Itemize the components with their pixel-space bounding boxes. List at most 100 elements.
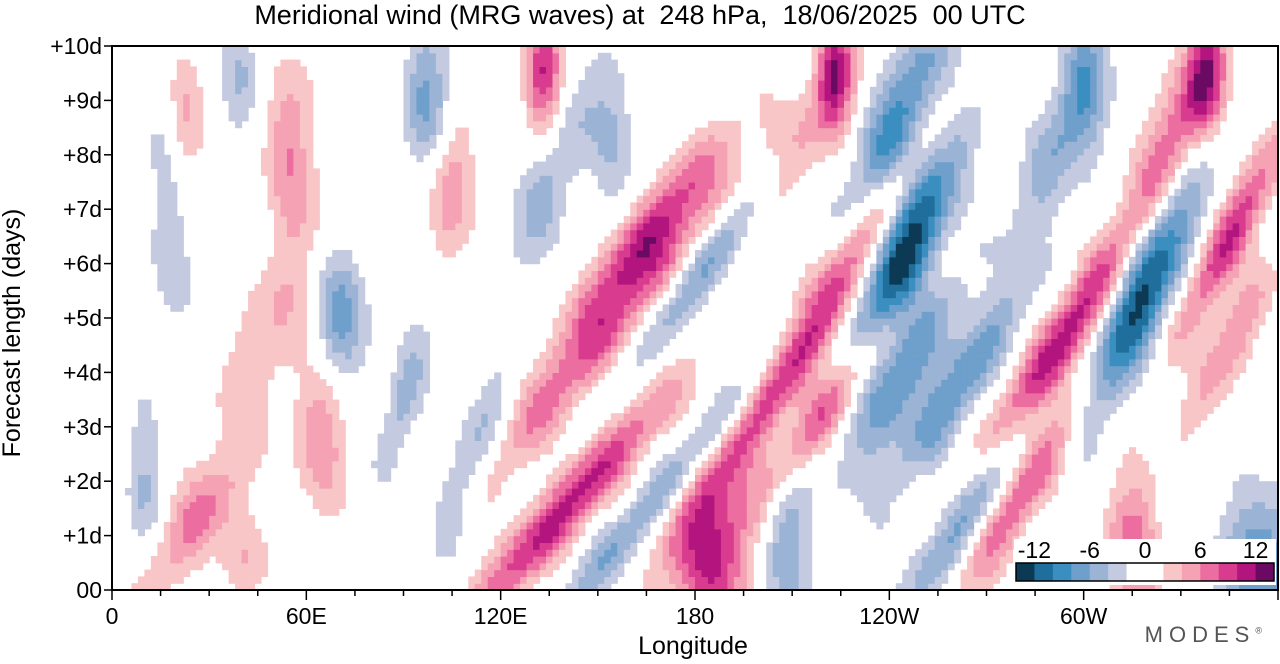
field-cell: [591, 256, 599, 265]
field-cell: [785, 433, 793, 441]
field-cell: [837, 250, 845, 258]
field-cell: [1122, 243, 1130, 251]
field-cell: [1239, 277, 1247, 285]
field-cell: [992, 243, 1001, 251]
field-cell: [623, 528, 631, 537]
field-cell: [921, 331, 929, 339]
field-cell: [1064, 399, 1072, 407]
field-cell: [837, 392, 845, 401]
field-cell: [630, 290, 638, 299]
field-cell: [565, 535, 573, 543]
field-cell: [610, 324, 618, 333]
field-cell: [798, 338, 806, 346]
field-cell: [157, 556, 165, 564]
field-cell: [643, 399, 651, 407]
field-cell: [403, 365, 411, 373]
field-cell: [345, 338, 353, 346]
field-cell: [811, 304, 819, 312]
field-cell: [895, 270, 903, 278]
field-cell: [345, 331, 353, 339]
field-cell: [1083, 304, 1091, 312]
field-cell: [196, 474, 204, 482]
field-cell: [675, 556, 683, 564]
field-cell: [338, 358, 346, 367]
field-cell: [889, 467, 897, 475]
field-cell: [1025, 365, 1033, 373]
field-cell: [643, 270, 651, 278]
field-cell: [1206, 386, 1214, 394]
field-cell: [1057, 454, 1065, 462]
field-cell: [325, 290, 333, 299]
field-cell: [895, 277, 903, 285]
field-cell: [1239, 304, 1247, 312]
field-cell: [759, 467, 767, 475]
field-cell: [1122, 372, 1130, 380]
field-cell: [973, 304, 981, 312]
field-cell: [837, 467, 845, 475]
field-cell: [584, 386, 592, 394]
field-cell: [1064, 413, 1072, 421]
field-cell: [1051, 481, 1059, 489]
field-cell: [986, 467, 994, 475]
field-cell: [1025, 426, 1033, 435]
field-cell: [325, 474, 333, 482]
field-cell: [1090, 297, 1098, 305]
field-cell: [565, 460, 573, 469]
field-cell: [720, 542, 728, 550]
field-cell: [669, 481, 677, 489]
field-cell: [1103, 324, 1111, 333]
field-cell: [934, 413, 942, 421]
field-cell: [779, 331, 787, 339]
field-cell: [863, 406, 871, 414]
field-cell: [992, 569, 1001, 577]
field-cell: [1174, 263, 1182, 271]
field-cell: [1232, 243, 1240, 251]
field-cell: [688, 358, 696, 367]
field-cell: [1038, 440, 1046, 448]
field-cell: [908, 460, 916, 469]
field-cell: [1129, 522, 1137, 530]
field-cell: [422, 386, 431, 394]
field-cell: [630, 454, 638, 462]
field-cell: [202, 494, 210, 503]
field-cell: [811, 290, 819, 299]
field-cell: [720, 270, 728, 278]
field-cell: [798, 297, 806, 305]
field-cell: [137, 474, 145, 482]
field-cell: [1135, 250, 1143, 258]
field-cell: [636, 488, 644, 496]
field-cell: [241, 515, 249, 523]
field-cell: [669, 542, 677, 550]
field-cell: [623, 413, 631, 421]
field-cell: [131, 583, 139, 590]
field-cell: [727, 447, 735, 455]
field-cell: [869, 413, 877, 421]
field-cell: [202, 549, 210, 557]
field-cell: [384, 420, 392, 428]
field-cell: [157, 569, 165, 577]
field-cell: [228, 481, 236, 489]
field-cell: [876, 420, 884, 428]
field-cell: [1167, 352, 1175, 360]
field-cell: [1232, 528, 1240, 537]
field-cell: [701, 522, 709, 530]
field-cell: [701, 488, 709, 496]
field-cell: [222, 413, 230, 421]
field-cell: [675, 549, 683, 557]
field-cell: [1187, 311, 1195, 319]
field-cell: [597, 460, 605, 469]
field-cell: [649, 467, 657, 475]
field-cell: [753, 488, 761, 496]
field-cell: [902, 420, 910, 428]
field-cell: [902, 433, 910, 441]
field-cell: [1245, 331, 1253, 339]
field-cell: [163, 556, 171, 564]
field-cell: [740, 460, 748, 469]
field-cell: [137, 528, 145, 537]
field-cell: [928, 365, 936, 373]
field-cell: [144, 481, 152, 489]
field-cell: [1232, 284, 1240, 292]
field-cell: [1090, 358, 1098, 367]
field-cell: [1122, 331, 1130, 339]
field-cell: [1141, 583, 1150, 590]
